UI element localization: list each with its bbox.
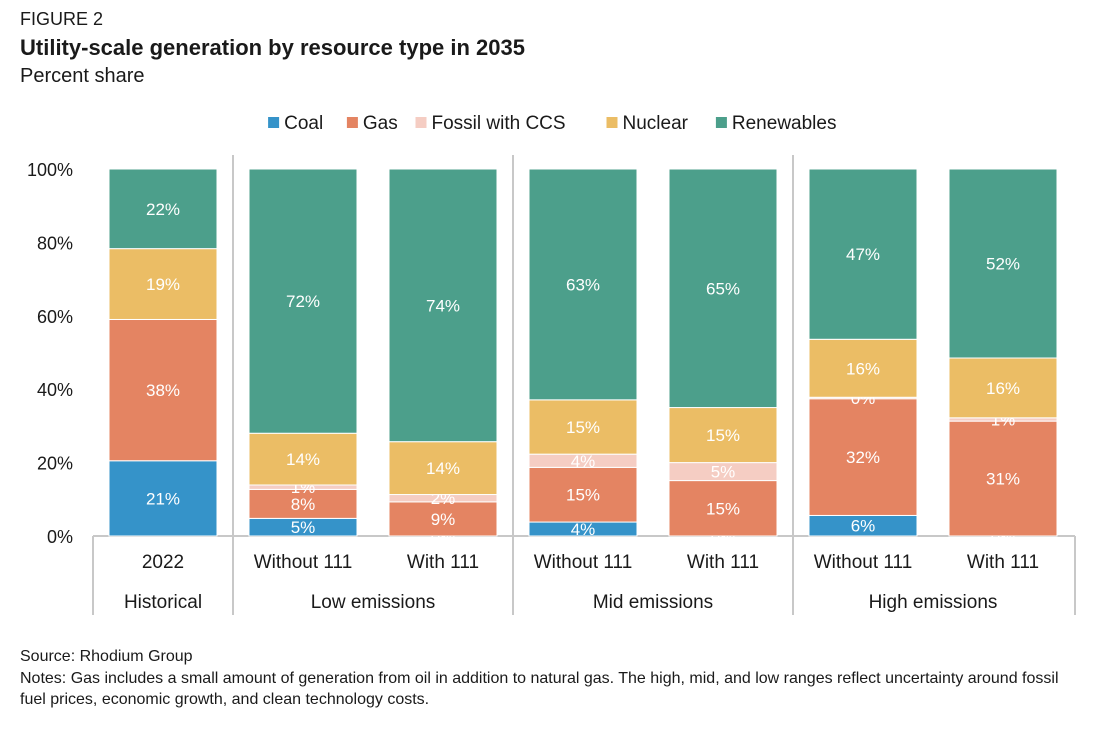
source-note: Source: Rhodium Group bbox=[20, 648, 193, 665]
chart-subtitle: Percent share bbox=[20, 65, 145, 87]
x-tick-label: 2022 bbox=[142, 552, 184, 573]
legend-label-gas: Gas bbox=[363, 113, 398, 134]
stacked-bar-chart: Coal Gas Fossil with CCS Nuclear Renewables 0… bbox=[27, 113, 1076, 615]
data-label-fossil-with-ccs: 4% bbox=[571, 452, 596, 471]
data-label-renewables: 74% bbox=[426, 296, 460, 315]
bar-segment-nuclear bbox=[528, 399, 638, 455]
notes-text: Notes: Gas includes a small amount of ge… bbox=[20, 670, 1059, 708]
chart-title: Utility-scale generation by resource typ… bbox=[20, 35, 525, 60]
data-label-coal: 21% bbox=[146, 489, 180, 508]
y-tick-label: 60% bbox=[37, 307, 73, 327]
bar-segment-renewables bbox=[388, 168, 498, 443]
bar-segment-nuclear bbox=[388, 441, 498, 496]
x-tick-label: Without 111 bbox=[254, 552, 353, 573]
data-label-coal: 5% bbox=[291, 518, 316, 537]
x-tick-label: With 111 bbox=[967, 552, 1039, 573]
data-label-gas: 15% bbox=[706, 499, 740, 518]
x-tick-label: With 111 bbox=[407, 552, 479, 573]
data-label-gas: 38% bbox=[146, 381, 180, 400]
data-label-renewables: 47% bbox=[846, 245, 880, 264]
data-label-nuclear: 15% bbox=[566, 418, 600, 437]
data-label-fossil-with-ccs: 5% bbox=[711, 463, 736, 482]
legend-label-fossil-with-ccs: Fossil with CCS bbox=[432, 113, 566, 134]
bar-segment-gas bbox=[808, 398, 918, 516]
data-label-renewables: 22% bbox=[146, 200, 180, 219]
data-label-renewables: 63% bbox=[566, 275, 600, 294]
bar-segment-gas bbox=[668, 480, 778, 537]
bar-segment-renewables bbox=[528, 168, 638, 401]
legend-swatch-fossil-with-ccs bbox=[415, 117, 427, 128]
data-label-gas: 32% bbox=[846, 448, 880, 467]
data-label-renewables: 65% bbox=[706, 279, 740, 298]
group-label: Low emissions bbox=[311, 592, 436, 613]
data-label-gas: 31% bbox=[986, 470, 1020, 489]
data-label-gas: 15% bbox=[566, 486, 600, 505]
y-tick-label: 80% bbox=[37, 233, 73, 253]
bar-segment-renewables bbox=[108, 168, 218, 250]
data-label-nuclear: 16% bbox=[986, 379, 1020, 398]
bar-segment-renewables bbox=[808, 168, 918, 340]
legend-swatch-renewables bbox=[715, 117, 727, 128]
figure-label: FIGURE 2 bbox=[20, 9, 104, 29]
bar-segment-nuclear bbox=[108, 248, 218, 320]
bar-segment-nuclear bbox=[668, 407, 778, 464]
data-label-nuclear: 14% bbox=[426, 459, 460, 478]
x-tick-label: With 111 bbox=[687, 552, 759, 573]
group-label: High emissions bbox=[869, 592, 998, 613]
bar-segment-gas bbox=[528, 466, 638, 523]
data-label-gas: 8% bbox=[291, 495, 316, 514]
bar-segment-renewables bbox=[248, 168, 358, 434]
data-label-renewables: 52% bbox=[986, 255, 1020, 274]
legend-swatch-coal bbox=[268, 117, 280, 128]
data-label-coal: 6% bbox=[851, 517, 876, 536]
legend-swatch-gas bbox=[346, 117, 358, 128]
data-label-nuclear: 16% bbox=[846, 359, 880, 378]
data-label-nuclear: 15% bbox=[706, 426, 740, 445]
data-label-gas: 9% bbox=[431, 510, 456, 529]
x-tick-label: Without 111 bbox=[534, 552, 633, 573]
group-label: Historical bbox=[124, 592, 202, 613]
data-label-renewables: 72% bbox=[286, 292, 320, 311]
data-label-coal: 4% bbox=[571, 520, 596, 539]
bar-segment-coal bbox=[108, 460, 218, 537]
data-label-nuclear: 19% bbox=[146, 275, 180, 294]
y-tick-label: 20% bbox=[37, 454, 73, 474]
legend-label-renewables: Renewables bbox=[732, 113, 837, 134]
y-tick-label: 40% bbox=[37, 380, 73, 400]
legend-label-coal: Coal bbox=[284, 113, 323, 134]
x-tick-label: Without 111 bbox=[814, 552, 913, 573]
y-tick-label: 0% bbox=[47, 527, 73, 547]
bar-segment-renewables bbox=[948, 168, 1058, 359]
bar-segment-renewables bbox=[668, 168, 778, 409]
legend-label-nuclear: Nuclear bbox=[623, 113, 689, 134]
group-label: Mid emissions bbox=[593, 592, 713, 613]
data-label-nuclear: 14% bbox=[286, 450, 320, 469]
bar-segment-gas bbox=[108, 318, 218, 462]
bar-segment-gas bbox=[948, 420, 1058, 537]
bar-segment-gas bbox=[388, 501, 498, 537]
y-tick-label: 100% bbox=[27, 160, 73, 180]
legend-swatch-nuclear bbox=[606, 117, 618, 128]
